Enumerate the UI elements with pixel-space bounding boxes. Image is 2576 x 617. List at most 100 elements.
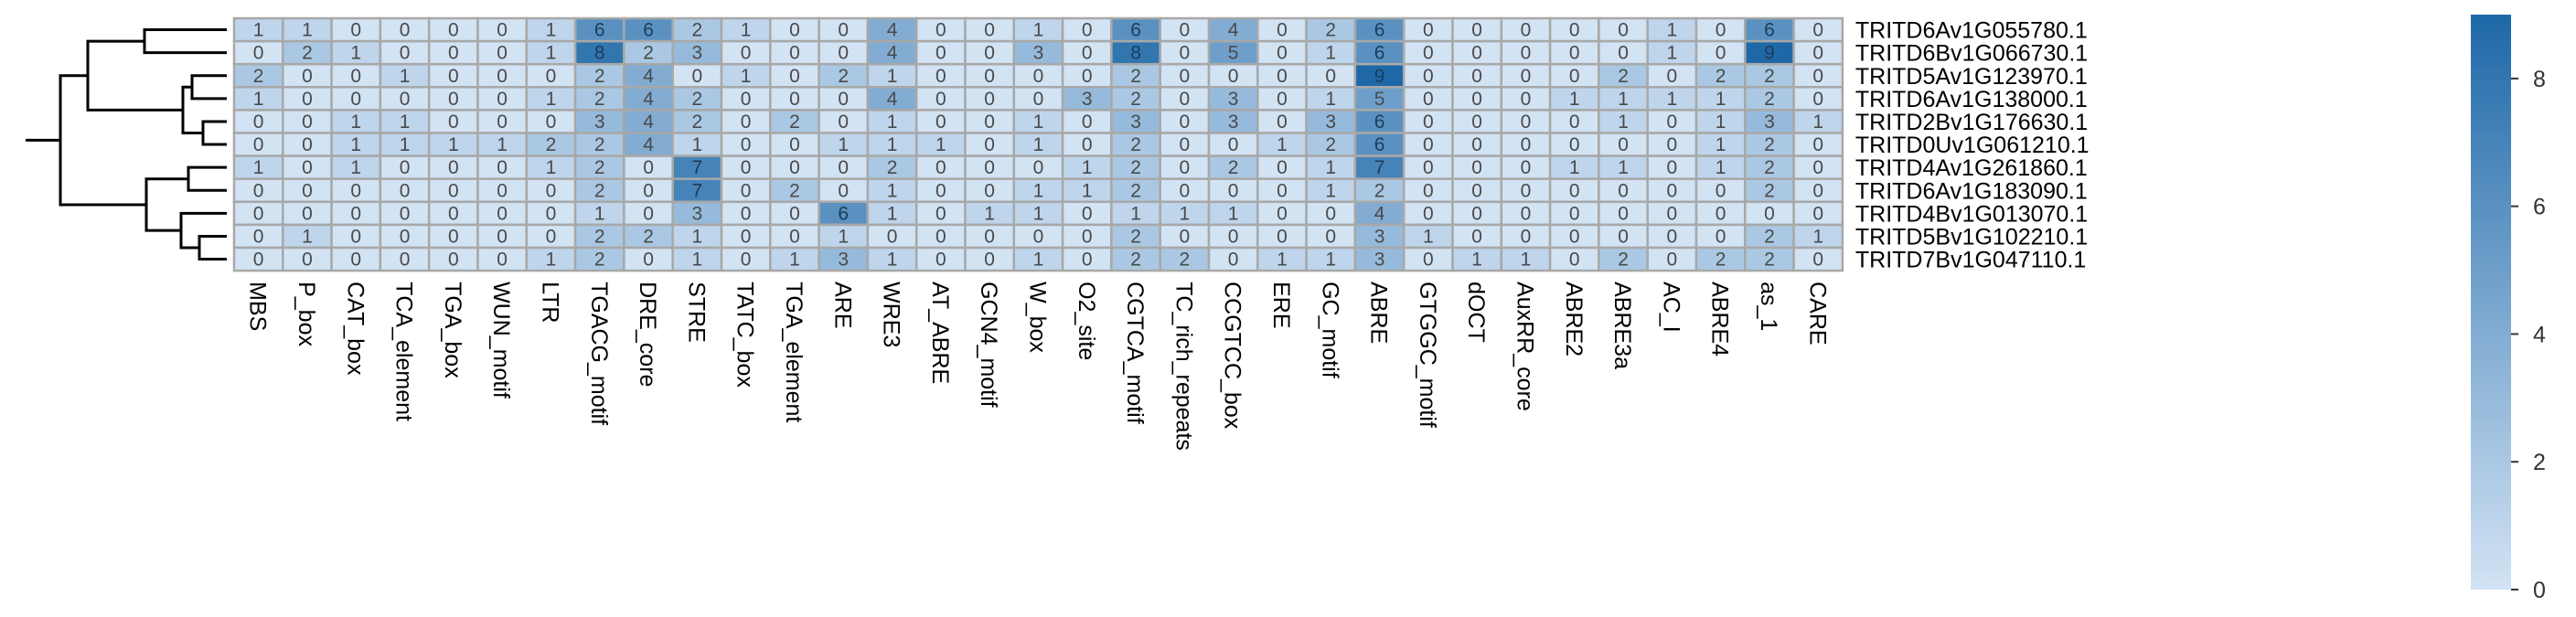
cell-value-label: 1 [1033, 250, 1044, 271]
heatmap-cell [282, 177, 333, 204]
cell-value-label: 0 [1716, 226, 1726, 247]
column-label: O2_site [1074, 282, 1099, 360]
column-label: GC_motif [1317, 282, 1342, 378]
column-label: TATC_box [732, 282, 758, 388]
cell-value-label: 0 [1228, 134, 1239, 155]
cell-value-label: 2 [594, 134, 605, 155]
cell-value-label: 0 [935, 112, 946, 133]
cell-value-label: 1 [984, 203, 995, 224]
cell-value-label: 2 [1130, 66, 1141, 87]
cell-value-label: 1 [594, 203, 605, 224]
cell-value-label: 1 [1325, 89, 1336, 110]
legend-tick-label: 0 [2533, 578, 2546, 603]
cell-value-label: 0 [448, 66, 459, 87]
cell-value-label: 0 [1180, 226, 1191, 247]
cell-value-label: 2 [546, 134, 557, 155]
heatmap-cell [1207, 132, 1259, 157]
cell-value-label: 0 [1471, 134, 1482, 155]
row-label: TRITD2Bv1G176630.1 [1855, 110, 2088, 135]
heatmap-cell [232, 62, 284, 89]
cell-value-label: 0 [253, 203, 264, 224]
cell-value-label: 3 [692, 203, 703, 224]
cell-value-label: 0 [1812, 250, 1823, 271]
cell-value-label: 0 [1277, 157, 1288, 178]
cell-value-label: 0 [984, 43, 995, 64]
cell-value-label: 1 [546, 250, 557, 271]
cell-value-label: 0 [546, 203, 557, 224]
column-label: CGTCA_motif [1122, 282, 1148, 424]
cell-value-label: 2 [1374, 180, 1385, 201]
dendrogram-branch [187, 165, 227, 192]
cell-value-label: 0 [1277, 112, 1288, 133]
heatmap-cell [476, 86, 529, 112]
cell-value-label: 1 [546, 43, 557, 64]
cell-value-label: 0 [935, 20, 946, 41]
cell-value-label: 2 [1764, 89, 1775, 110]
cell-value-label: 0 [1471, 157, 1482, 178]
cell-value-label: 0 [935, 203, 946, 224]
cell-value-label: 0 [1521, 157, 1532, 178]
heatmap-cell [769, 246, 820, 272]
cell-value-label: 2 [594, 180, 605, 201]
cell-value-label: 0 [1471, 180, 1482, 201]
cell-value-label: 1 [497, 134, 508, 155]
cell-value-label: 0 [546, 112, 557, 133]
cell-value-label: 3 [692, 43, 703, 64]
cell-value-label: 8 [1130, 43, 1141, 64]
heatmap-cell [623, 109, 674, 134]
heatmap-cell [1451, 109, 1503, 134]
heatmap-cell [671, 177, 723, 204]
cell-value-label: 0 [546, 180, 557, 201]
cell-value-label: 1 [1667, 89, 1678, 110]
heatmap-cell [282, 39, 333, 66]
cell-value-label: 2 [1130, 250, 1141, 271]
cell-value-label: 3 [1374, 250, 1385, 271]
cell-value-label: 1 [1277, 134, 1288, 155]
cell-value-label: 6 [643, 20, 654, 41]
heatmap-cell [1402, 246, 1454, 272]
cell-value-label: 0 [1569, 203, 1580, 224]
cell-value-label: 0 [643, 180, 654, 201]
heatmap-cell [1548, 132, 1600, 157]
cell-value-label: 0 [1471, 43, 1482, 64]
cell-value-label: 1 [838, 226, 849, 247]
cell-value-label: 0 [448, 180, 459, 201]
cell-value-label: 1 [1033, 112, 1044, 133]
cell-value-label: 0 [1423, 89, 1434, 110]
cell-value-label: 1 [400, 134, 411, 155]
cell-value-label: 1 [838, 134, 849, 155]
cell-value-label: 2 [302, 43, 313, 64]
cell-value-label: 3 [1130, 112, 1141, 133]
cell-value-label: 0 [350, 250, 361, 271]
cell-value-label: 0 [350, 226, 361, 247]
cell-value-label: 0 [1716, 43, 1726, 64]
heatmap-cell [1451, 246, 1503, 272]
heatmap-cell [427, 154, 479, 180]
cell-value-label: 1 [741, 20, 752, 41]
cell-value-label: 0 [1180, 134, 1191, 155]
cell-value-label: 1 [1325, 157, 1336, 178]
cell-value-label: 4 [887, 89, 898, 110]
heatmap-cell [1598, 109, 1649, 134]
cell-value-label: 1 [1716, 134, 1726, 155]
cell-value-label: 0 [1082, 66, 1093, 87]
cell-value-label: 7 [1374, 157, 1385, 178]
heatmap-cell [769, 109, 820, 134]
cell-value-label: 0 [692, 66, 703, 87]
cell-value-label: 0 [1812, 89, 1823, 110]
cell-value-label: 0 [302, 112, 313, 133]
cell-value-label: 0 [1325, 203, 1336, 224]
cell-value-label: 6 [1130, 20, 1141, 41]
heatmap-cell [1500, 246, 1552, 272]
cell-value-label: 4 [1228, 20, 1239, 41]
cell-value-label: 6 [1374, 20, 1385, 41]
row-label: TRITD6Av1G055780.1 [1855, 18, 2088, 44]
heatmap-cell [573, 39, 625, 66]
heatmap-cell [1744, 109, 1795, 134]
cell-value-label: 1 [887, 250, 898, 271]
cell-value-label: 0 [1618, 180, 1629, 201]
column-label: ABRE2 [1561, 282, 1587, 356]
column-label: DRE_core [635, 282, 660, 387]
cell-value-label: 3 [1374, 226, 1385, 247]
cell-value-label: 0 [497, 20, 508, 41]
